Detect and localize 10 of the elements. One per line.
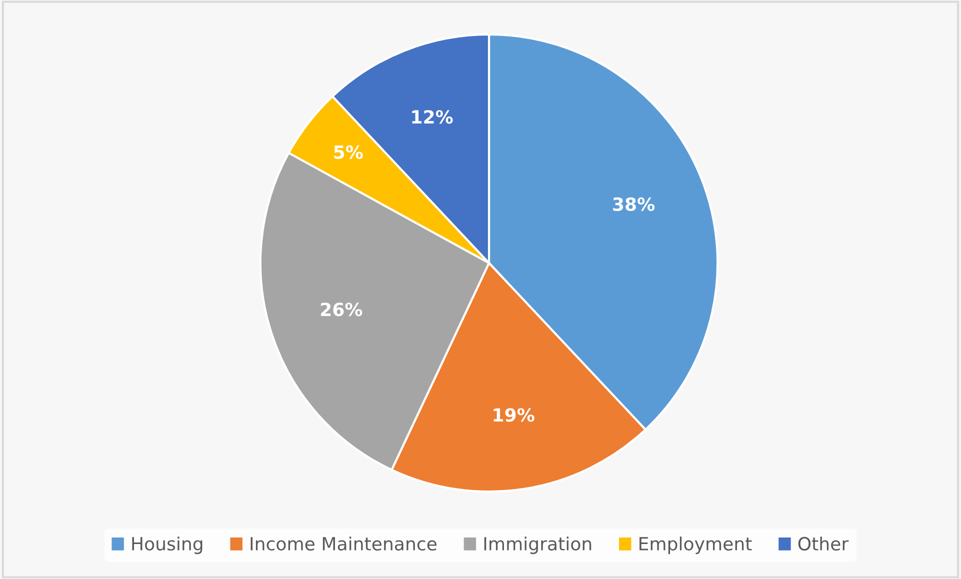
data-label: 38% xyxy=(613,197,655,212)
legend-label: Immigration xyxy=(484,536,592,554)
data-label: 5% xyxy=(334,145,363,159)
data-label: 26% xyxy=(320,302,362,316)
data-label: 12% xyxy=(412,110,453,124)
legend-label: Employment xyxy=(640,536,752,554)
legend-label: Other xyxy=(798,536,849,551)
legend-label: Housing xyxy=(132,536,202,554)
data-label: 19% xyxy=(494,408,534,422)
legend-label: Income Maintenance xyxy=(250,536,436,551)
